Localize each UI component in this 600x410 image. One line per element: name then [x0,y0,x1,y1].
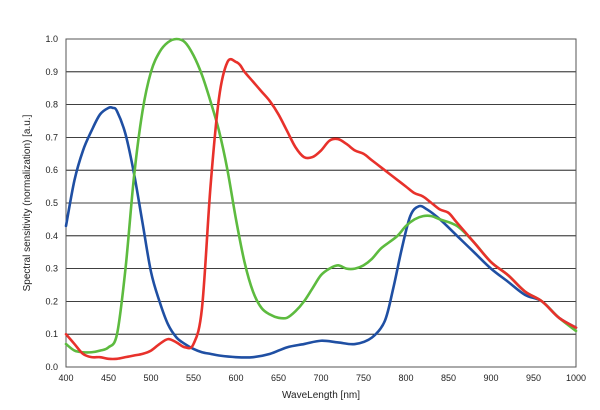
y-axis-label: Spectral sensitivity (normalization) [a.… [22,114,33,291]
x-tick-label: 850 [441,373,456,383]
x-tick-label: 450 [101,373,116,383]
x-tick-label: 550 [186,373,201,383]
y-tick-labels: 0.0 0.1 0.2 0.3 0.4 0.5 0.6 0.7 0.8 0.9 1.0 [45,34,58,372]
x-tick-label: 500 [143,373,158,383]
y-tick-label: 0.0 [45,362,58,372]
grid-lines [66,38,576,368]
x-tick-label: 700 [313,373,328,383]
y-tick-label: 0.8 [45,100,58,110]
x-tick-label: 800 [398,373,413,383]
y-tick-label: 0.9 [45,67,58,77]
x-axis-label: WaveLength [nm] [282,390,360,401]
x-tick-label: 750 [356,373,371,383]
x-tick-label: 650 [271,373,286,383]
blue-series-line [64,105,578,359]
x-tick-label: 950 [526,373,541,383]
x-tick-label: 400 [58,373,73,383]
green-series-line [64,37,578,354]
x-tick-label: 900 [483,373,498,383]
y-tick-label: 0.3 [45,264,58,274]
x-tick-labels: 400 450 500 550 600 650 700 750 800 850 900 950 1000 [58,373,586,383]
x-tick-label: 1000 [566,373,586,383]
y-tick-label: 1.0 [45,34,58,44]
x-tick-label: 600 [228,373,243,383]
y-tick-label: 0.2 [45,296,58,306]
y-tick-label: 0.7 [45,132,58,142]
y-tick-label: 0.4 [45,231,58,241]
y-tick-label: 0.5 [45,198,58,208]
red-series-line [64,57,578,361]
y-tick-label: 0.1 [45,329,58,339]
y-tick-label: 0.6 [45,165,58,175]
plot-frame [65,38,577,368]
series-lines [64,37,578,361]
